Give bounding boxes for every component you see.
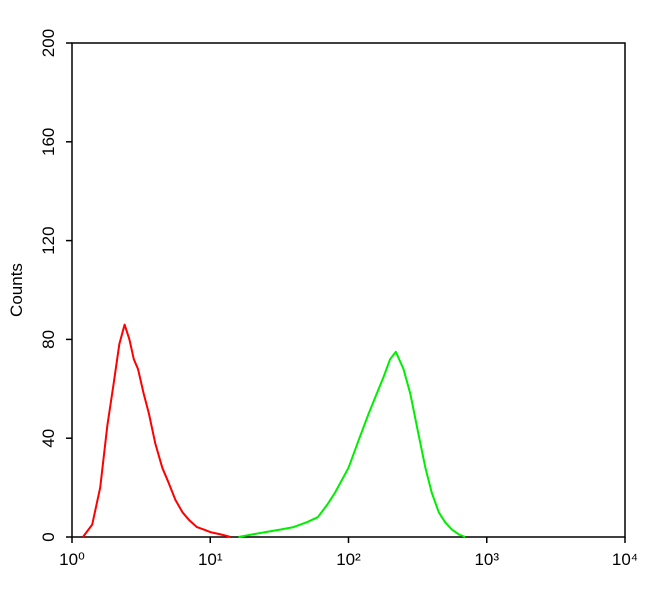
x-tick-label: 10²: [336, 550, 361, 569]
y-tick-label: 40: [39, 429, 58, 448]
y-tick-label: 200: [39, 29, 58, 57]
y-tick-label: 160: [39, 128, 58, 156]
y-tick-label: 120: [39, 226, 58, 254]
y-tick-label: 80: [39, 330, 58, 349]
x-tick-label: 10⁴: [612, 550, 638, 569]
plot-frame: [71, 42, 626, 538]
histogram-line: [82, 323, 231, 538]
y-tick-label: 0: [39, 532, 58, 541]
x-tick-label: 10¹: [198, 550, 223, 569]
y-axis-label: Counts: [7, 263, 26, 317]
x-tick-label: 10³: [474, 550, 499, 569]
histogram-line: [238, 350, 466, 538]
x-tick-label: 10⁰: [59, 550, 85, 569]
